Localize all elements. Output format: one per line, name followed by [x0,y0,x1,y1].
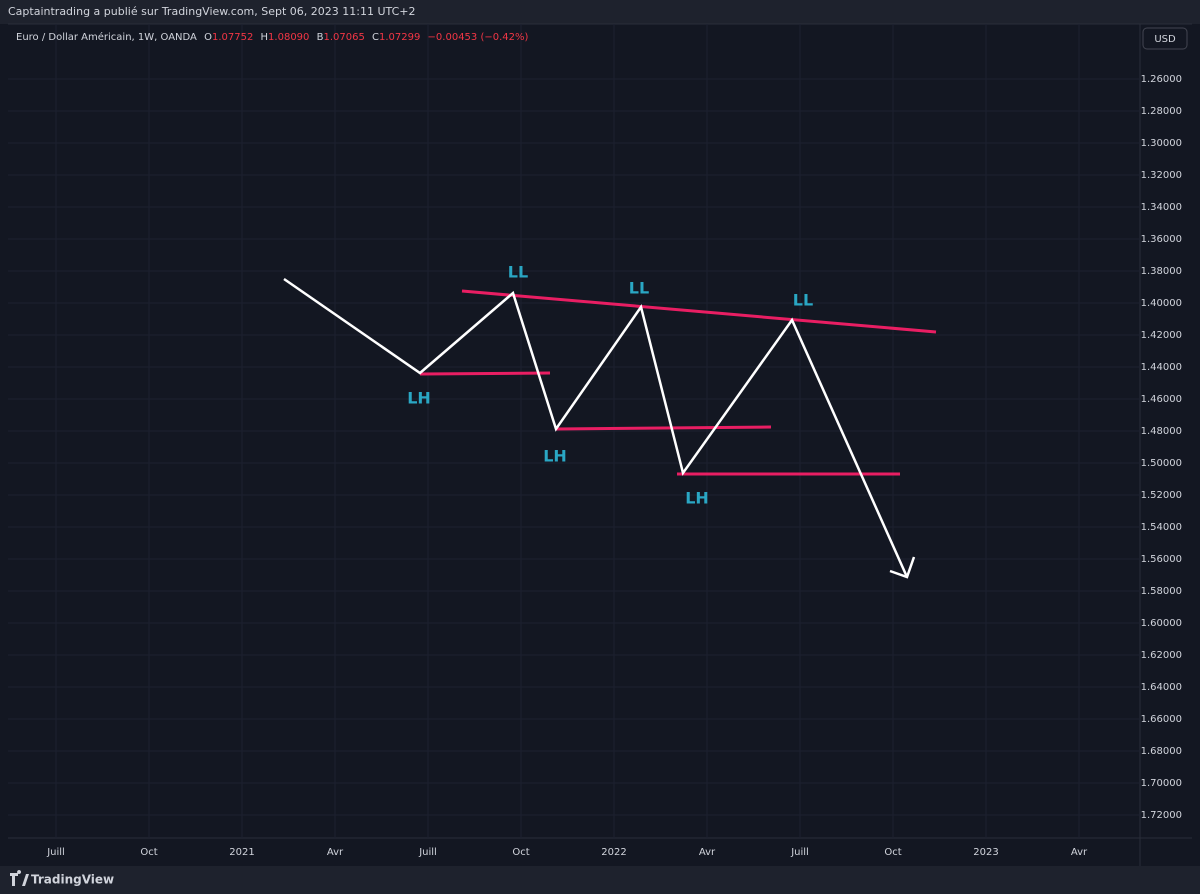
ohlc-value: 1.08090 [268,32,309,43]
price-label: 1.42000 [1141,330,1182,341]
price-label: 1.40000 [1141,298,1182,309]
price-label: 1.44000 [1141,362,1182,373]
time-label: Avr [327,847,344,858]
brand: TradingView [31,873,114,887]
horizontal-line [555,425,772,431]
annotation-label: LH [543,447,567,466]
ohlc-label: B [317,32,324,43]
price-label: 1.64000 [1141,682,1182,693]
time-label: Avr [1071,847,1088,858]
annotation-label: LH [685,489,709,508]
publisher: Captaintrading a publié sur TradingView.… [8,5,416,18]
price-label: 1.28000 [1141,106,1182,117]
arrow-head [889,556,916,579]
ohlc-value: 1.07299 [379,32,420,43]
time-label: Oct [512,847,529,858]
currency[interactable]: USD [1154,34,1176,45]
time-label: 2021 [229,847,254,858]
price-label: 1.52000 [1141,490,1182,501]
ohlc-label: O [204,32,212,43]
annotations: LL LL LL LH LH LH [407,263,813,508]
drawings [283,277,937,579]
time-label: 2023 [973,847,998,858]
price-label: 1.54000 [1141,522,1182,533]
time-label: Juill [418,847,437,858]
annotation-label: LL [508,263,528,282]
currency-button[interactable] [1142,27,1188,50]
annotation-label: LL [629,279,649,298]
horizontal-line [419,371,551,376]
change: −0.00453 (−0.42%) [428,32,529,43]
time-label: Juill [790,847,809,858]
time-label: Oct [140,847,157,858]
time-label: Juill [46,847,65,858]
ohlc-label: H [261,32,269,43]
price-label: 1.46000 [1141,394,1182,405]
price-label: 1.62000 [1141,650,1182,661]
annotation-label: LL [793,291,813,310]
price-label: 1.60000 [1141,618,1182,629]
time-label: Oct [884,847,901,858]
top-bar [0,0,1200,24]
price-label: 1.70000 [1141,778,1182,789]
symbol: Euro / Dollar Américain, 1W, OANDA [16,31,197,43]
grid [8,24,1140,838]
price-label: 1.32000 [1141,170,1182,181]
price-label: 1.58000 [1141,586,1182,597]
price-label: 1.48000 [1141,426,1182,437]
time-label: Avr [699,847,716,858]
price-label: 1.72000 [1141,810,1182,821]
logo [10,870,29,886]
footer-bar [0,866,1200,894]
price-label: 1.34000 [1141,202,1182,213]
ohlc-value: 1.07065 [323,32,364,43]
path-drawing [283,277,909,578]
price-label: 1.26000 [1141,74,1182,85]
price-label: 1.36000 [1141,234,1182,245]
trend-line [461,289,937,334]
price-label: 1.50000 [1141,458,1182,469]
price-label: 1.68000 [1141,746,1182,757]
price-label: 1.56000 [1141,554,1182,565]
price-label: 1.66000 [1141,714,1182,725]
annotation-label: LH [407,389,431,408]
time-label: 2022 [601,847,626,858]
symbol-legend: Euro / Dollar Américain, 1W, OANDA O1.07… [16,31,529,43]
price-label: 1.30000 [1141,138,1182,149]
price-label: 1.38000 [1141,266,1182,277]
ohlc-value: 1.07752 [212,32,253,43]
ohlc-label: C [372,32,379,43]
